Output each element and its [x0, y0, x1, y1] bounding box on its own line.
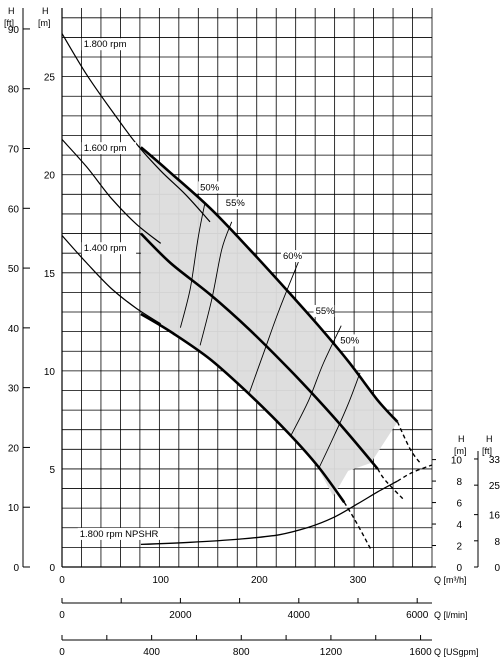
- ft-axis-symbol: H: [8, 6, 15, 16]
- curve-label: 1.600 rpm: [84, 143, 127, 154]
- ft-tick-label: 0: [13, 563, 19, 574]
- m-tick-label: 0: [49, 563, 55, 574]
- npshr-m-tick-label: 10: [451, 456, 463, 467]
- efficiency-line: [199, 221, 233, 346]
- efficiency-line: [318, 372, 361, 470]
- q-m3h-tick-label: 100: [152, 575, 169, 586]
- npshr-m-tick-label: 2: [456, 542, 462, 553]
- ft-tick-label: 60: [8, 204, 20, 215]
- curve-label: 50%: [340, 335, 360, 346]
- q-usgpm-tick-label: 0: [59, 647, 65, 658]
- q-lmin-tick-label: 2000: [169, 610, 192, 621]
- npshr-label: 1.800 rpm NPSHR: [80, 529, 159, 540]
- npshr-m-tick-label: 8: [456, 477, 462, 488]
- ft-tick-label: 40: [8, 324, 20, 335]
- npshr-ft-tick-label: 8: [494, 537, 500, 548]
- ft-tick-label: 30: [8, 384, 20, 395]
- q-lmin-tick-label: 0: [59, 610, 65, 621]
- ft-tick-label: 10: [8, 503, 20, 514]
- curve-label-bg: [281, 250, 302, 263]
- npshr-ft-symbol: H: [486, 434, 493, 444]
- head-curve: [396, 421, 421, 464]
- curve-label-bg: [338, 334, 360, 347]
- npshr-ft-tick-label: 25: [489, 481, 501, 492]
- npshr-ft-unit: [ft]: [482, 446, 492, 456]
- npshr-curve: [140, 464, 433, 546]
- npshr-curve-dashed: [397, 464, 433, 482]
- q-usgpm-tick-label: 400: [143, 647, 160, 658]
- q-lmin-tick-label: 6000: [406, 610, 429, 621]
- npshr-m-tick-label: 0: [456, 563, 462, 574]
- curve-label: 55%: [316, 306, 336, 317]
- curve-label: 60%: [283, 251, 303, 262]
- operating-region: [140, 147, 398, 497]
- operating-region-fill: [140, 147, 398, 497]
- q-usgpm-tick-label: 800: [233, 647, 250, 658]
- q-m3h-tick-label: 300: [350, 575, 367, 586]
- ft-tick-label: 90: [8, 25, 20, 36]
- npshr-ft-tick-label: 0: [494, 563, 500, 574]
- ft-tick-label: 20: [8, 443, 20, 454]
- q-lmin-tick-label: 4000: [288, 610, 311, 621]
- m-tick-label: 25: [44, 73, 56, 84]
- npshr-label-bg: [77, 527, 174, 540]
- head-curve: [140, 146, 399, 423]
- labels: 1.800 rpm 1.600 rpm 1.400 rpm 50% 55% 60% 55% 5…: [77, 38, 360, 540]
- curve-label-bg: [81, 242, 137, 255]
- m-axis-unit: [m]: [38, 18, 51, 28]
- npshr-curve-line: [140, 480, 398, 546]
- efficiency-lines: [179, 202, 361, 470]
- q-usgpm-tick-label: 1600: [409, 647, 432, 658]
- curve-label: 50%: [200, 182, 220, 193]
- npshr-m-tick-label: 4: [456, 520, 462, 531]
- head-curve: [61, 139, 162, 244]
- npshr-ft-tick-label: 16: [489, 511, 501, 522]
- npshr-m-unit: [m]: [454, 446, 467, 456]
- ft-tick-label: 80: [8, 85, 20, 96]
- efficiency-line: [249, 260, 300, 393]
- m-axis-symbol: H: [42, 6, 49, 16]
- ft-axis-unit: [ft]: [4, 18, 14, 28]
- ft-tick-label: 70: [8, 145, 20, 156]
- q-m3h-tick-label: 0: [59, 575, 65, 586]
- ft-tick-label: 50: [8, 264, 20, 275]
- head-curve: [140, 312, 346, 504]
- m-tick-label: 10: [44, 367, 56, 378]
- npshr-m-tick-label: 6: [456, 499, 462, 510]
- axes: 01020304050607080900510152025H[ft]H[m]02…: [4, 6, 500, 658]
- grid: [61, 8, 433, 568]
- curve-label: 55%: [226, 198, 246, 209]
- q-m3h-unit: Q [m³/h]: [434, 575, 467, 585]
- npshr-ft-tick-label: 33: [489, 455, 501, 466]
- curve-label-bg: [313, 304, 335, 317]
- curve-label: 1.400 rpm: [84, 243, 127, 254]
- head-curve: [61, 235, 162, 325]
- q-lmin-unit: Q [l/min]: [434, 610, 468, 620]
- head-curve: [377, 468, 405, 501]
- head-curves: [61, 33, 421, 550]
- m-tick-label: 15: [44, 269, 56, 280]
- q-usgpm-tick-label: 1200: [320, 647, 343, 658]
- q-m3h-tick-label: 200: [251, 575, 268, 586]
- q-usgpm-unit: Q [USgpm]: [434, 647, 479, 657]
- curve-label: 1.800 rpm: [84, 39, 127, 50]
- curve-label-bg: [81, 38, 137, 51]
- curve-label-bg: [81, 142, 137, 155]
- curve-label-bg: [223, 197, 245, 210]
- m-tick-label: 5: [49, 465, 55, 476]
- head-curve: [139, 232, 379, 470]
- head-curve: [343, 501, 372, 550]
- npshr-m-symbol: H: [458, 434, 465, 444]
- curve-label-bg: [198, 181, 219, 194]
- efficiency-line: [179, 202, 206, 328]
- m-tick-label: 20: [44, 171, 56, 182]
